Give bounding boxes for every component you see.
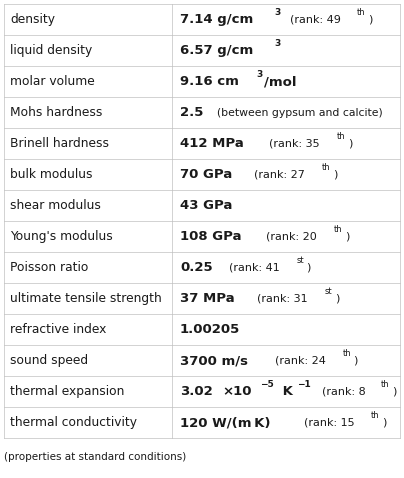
Text: (rank: 35: (rank: 35 (262, 139, 320, 149)
Text: st: st (325, 287, 332, 296)
Text: sound speed: sound speed (10, 354, 88, 367)
Text: ): ) (307, 262, 311, 272)
Text: 0.25: 0.25 (180, 261, 213, 274)
Text: liquid density: liquid density (10, 44, 92, 57)
Text: Brinell hardness: Brinell hardness (10, 137, 109, 150)
Text: ): ) (335, 293, 339, 304)
Text: 43 GPa: 43 GPa (180, 199, 232, 212)
Text: ): ) (354, 356, 358, 366)
Text: th: th (371, 411, 380, 420)
Text: Poisson ratio: Poisson ratio (10, 261, 88, 274)
Text: /mol: /mol (264, 75, 297, 88)
Text: ×10: ×10 (222, 385, 252, 398)
Text: th: th (337, 132, 345, 141)
Text: 7.14 g/cm: 7.14 g/cm (180, 13, 253, 26)
Text: refractive index: refractive index (10, 323, 106, 336)
Text: ultimate tensile strength: ultimate tensile strength (10, 292, 162, 305)
Text: 3.02: 3.02 (180, 385, 213, 398)
Text: molar volume: molar volume (10, 75, 95, 88)
Text: 6.57 g/cm: 6.57 g/cm (180, 44, 253, 57)
Text: 120 W/(m K): 120 W/(m K) (180, 416, 271, 429)
Text: Young's modulus: Young's modulus (10, 230, 113, 243)
Text: (rank: 31: (rank: 31 (250, 293, 308, 304)
Text: (rank: 27: (rank: 27 (247, 170, 305, 180)
Text: ): ) (348, 139, 352, 149)
Text: thermal conductivity: thermal conductivity (10, 416, 137, 429)
Text: 412 MPa: 412 MPa (180, 137, 244, 150)
Text: bulk modulus: bulk modulus (10, 168, 93, 181)
Text: shear modulus: shear modulus (10, 199, 101, 212)
Text: (rank: 20: (rank: 20 (259, 231, 317, 241)
Text: th: th (334, 225, 343, 234)
Text: 3: 3 (274, 39, 281, 48)
Text: K: K (278, 385, 293, 398)
Text: ): ) (345, 231, 349, 241)
Text: 37 MPa: 37 MPa (180, 292, 235, 305)
Text: 3700 m/s: 3700 m/s (180, 354, 248, 367)
Text: thermal expansion: thermal expansion (10, 385, 124, 398)
Text: th: th (343, 349, 351, 358)
Text: st: st (297, 256, 304, 265)
Text: 108 GPa: 108 GPa (180, 230, 242, 243)
Text: Mohs hardness: Mohs hardness (10, 106, 102, 119)
Text: (between gypsum and calcite): (between gypsum and calcite) (210, 108, 383, 118)
Text: (rank: 49: (rank: 49 (282, 14, 341, 24)
Text: density: density (10, 13, 55, 26)
Text: th: th (357, 8, 366, 17)
Text: 3: 3 (256, 70, 262, 79)
Text: 1.00205: 1.00205 (180, 323, 240, 336)
Text: −1: −1 (297, 380, 311, 389)
Text: 3: 3 (274, 8, 281, 17)
Text: 2.5: 2.5 (180, 106, 203, 119)
Text: (rank: 8: (rank: 8 (315, 387, 366, 396)
Text: 70 GPa: 70 GPa (180, 168, 232, 181)
Text: th: th (322, 163, 331, 172)
Text: (rank: 41: (rank: 41 (222, 262, 280, 272)
Text: ): ) (368, 14, 373, 24)
Text: ): ) (382, 417, 387, 427)
Text: ): ) (333, 170, 338, 180)
Text: ): ) (391, 387, 396, 396)
Text: (rank: 24: (rank: 24 (268, 356, 326, 366)
Text: th: th (381, 380, 389, 389)
Text: (properties at standard conditions): (properties at standard conditions) (4, 452, 186, 462)
Text: 9.16 cm: 9.16 cm (180, 75, 239, 88)
Text: (rank: 15: (rank: 15 (297, 417, 354, 427)
Text: −5: −5 (260, 380, 274, 389)
